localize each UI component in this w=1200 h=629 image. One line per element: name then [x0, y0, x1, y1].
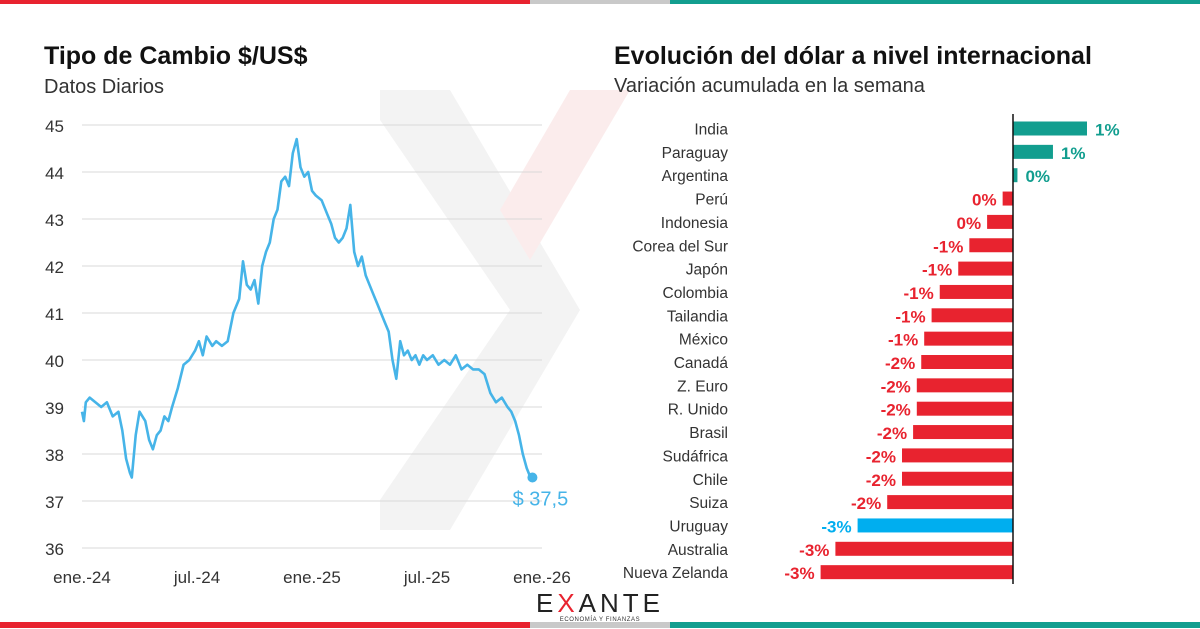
data-label: -1%	[888, 331, 918, 350]
y-tick-label: 40	[45, 352, 64, 371]
category-label: Uruguay	[669, 518, 728, 535]
data-label: -3%	[784, 564, 814, 583]
data-label: -2%	[851, 494, 881, 513]
y-tick-label: 45	[45, 117, 64, 136]
bar	[916, 401, 1013, 416]
x-tick-label: ene.-26	[513, 568, 571, 587]
series-line-exchange-rate	[80, 137, 533, 479]
bottom-gray-stripe	[530, 622, 670, 628]
bar	[857, 518, 1013, 533]
data-label: -1%	[895, 307, 925, 326]
bar	[969, 238, 1013, 253]
bar	[902, 471, 1013, 486]
category-label: Chile	[693, 472, 728, 489]
bar	[1013, 121, 1087, 136]
y-tick-label: 42	[45, 258, 64, 277]
x-tick-label: ene.-25	[283, 568, 341, 587]
data-label: -2%	[881, 401, 911, 420]
y-tick-label: 41	[45, 305, 64, 324]
category-label: Canadá	[674, 355, 729, 372]
data-label: 1%	[1095, 121, 1120, 140]
category-label: Indonesia	[661, 215, 729, 232]
bar	[902, 448, 1013, 463]
top-teal-stripe	[670, 0, 1200, 4]
data-label: -2%	[866, 471, 896, 490]
y-tick-label: 43	[45, 211, 64, 230]
category-label: Corea del Sur	[632, 238, 728, 255]
right-chart-subtitle: Variación acumulada en la semana	[614, 75, 925, 97]
last-value-label: $ 37,5	[513, 489, 569, 511]
category-label: Australia	[668, 542, 729, 559]
category-label: Colombia	[663, 285, 729, 302]
y-tick-label: 38	[45, 446, 64, 465]
data-label: -1%	[933, 237, 963, 256]
category-label: Japón	[686, 262, 728, 279]
y-tick-label: 44	[45, 164, 64, 183]
bar	[958, 261, 1013, 276]
bar	[987, 214, 1013, 229]
y-tick-label: 36	[45, 540, 64, 559]
bar	[916, 378, 1013, 393]
x-tick-label: jul.-24	[173, 568, 220, 587]
data-label: -2%	[881, 377, 911, 396]
category-label: India	[694, 122, 728, 139]
bar	[931, 308, 1013, 323]
y-tick-label: 37	[45, 493, 64, 512]
data-label: 1%	[1061, 144, 1086, 163]
left-chart-subtitle: Datos Diarios	[44, 76, 165, 98]
category-label: México	[679, 332, 728, 349]
data-label: -2%	[885, 354, 915, 373]
exante-logo: EXANTE ECONOMÍA Y FINANZAS CORPORATIVAS	[535, 590, 665, 629]
bar	[820, 565, 1013, 580]
category-label: Brasil	[689, 425, 728, 442]
x-tick-label: ene.-24	[53, 568, 111, 587]
bar	[1013, 168, 1018, 183]
data-label: 0%	[972, 191, 997, 210]
data-label: -3%	[821, 517, 851, 536]
exchange-rate-line-chart: 36 37 38 39 40 41 42 43 44 45 ene.-24 jul.-24 ene.-2…	[45, 117, 571, 587]
data-label: 0%	[957, 214, 982, 233]
category-label: Sudáfrica	[663, 448, 729, 465]
y-tick-label: 39	[45, 399, 64, 418]
category-label: Suiza	[689, 495, 728, 512]
category-label: Tailandia	[667, 308, 729, 325]
data-label: -1%	[904, 284, 934, 303]
logo-wordmark: EXANTE	[535, 588, 665, 618]
x-tick-label: jul.-25	[403, 568, 450, 587]
bar	[913, 425, 1013, 440]
data-label: -1%	[922, 261, 952, 280]
bar	[835, 541, 1013, 556]
last-value-point	[527, 472, 538, 483]
data-label: -2%	[877, 424, 907, 443]
bottom-red-stripe	[0, 622, 530, 628]
category-label: Paraguay	[662, 145, 729, 162]
category-label: Nueva Zelanda	[623, 565, 729, 582]
bar	[1013, 144, 1053, 159]
category-label: R. Unido	[668, 402, 728, 419]
category-label: Perú	[695, 192, 728, 209]
top-red-stripe	[0, 0, 530, 4]
bar	[1002, 191, 1013, 206]
data-label: 0%	[1025, 167, 1050, 186]
data-label: -2%	[866, 447, 896, 466]
bar	[939, 284, 1013, 299]
bar	[924, 331, 1013, 346]
category-label: Z. Euro	[677, 378, 728, 395]
bar	[887, 495, 1013, 510]
right-chart-title: Evolución del dólar a nivel internaciona…	[614, 42, 1092, 70]
bar	[921, 355, 1013, 369]
left-chart-title: Tipo de Cambio $/US$	[44, 42, 308, 70]
background-watermark	[380, 90, 630, 530]
data-label: -3%	[799, 541, 829, 560]
dollar-evolution-bar-chart: India 1% Paraguay 1% Argentina 0% Perú 0% Indone…	[623, 114, 1120, 584]
category-label: Argentina	[662, 168, 729, 185]
top-gray-stripe	[530, 0, 670, 4]
bottom-teal-stripe	[670, 622, 1200, 628]
